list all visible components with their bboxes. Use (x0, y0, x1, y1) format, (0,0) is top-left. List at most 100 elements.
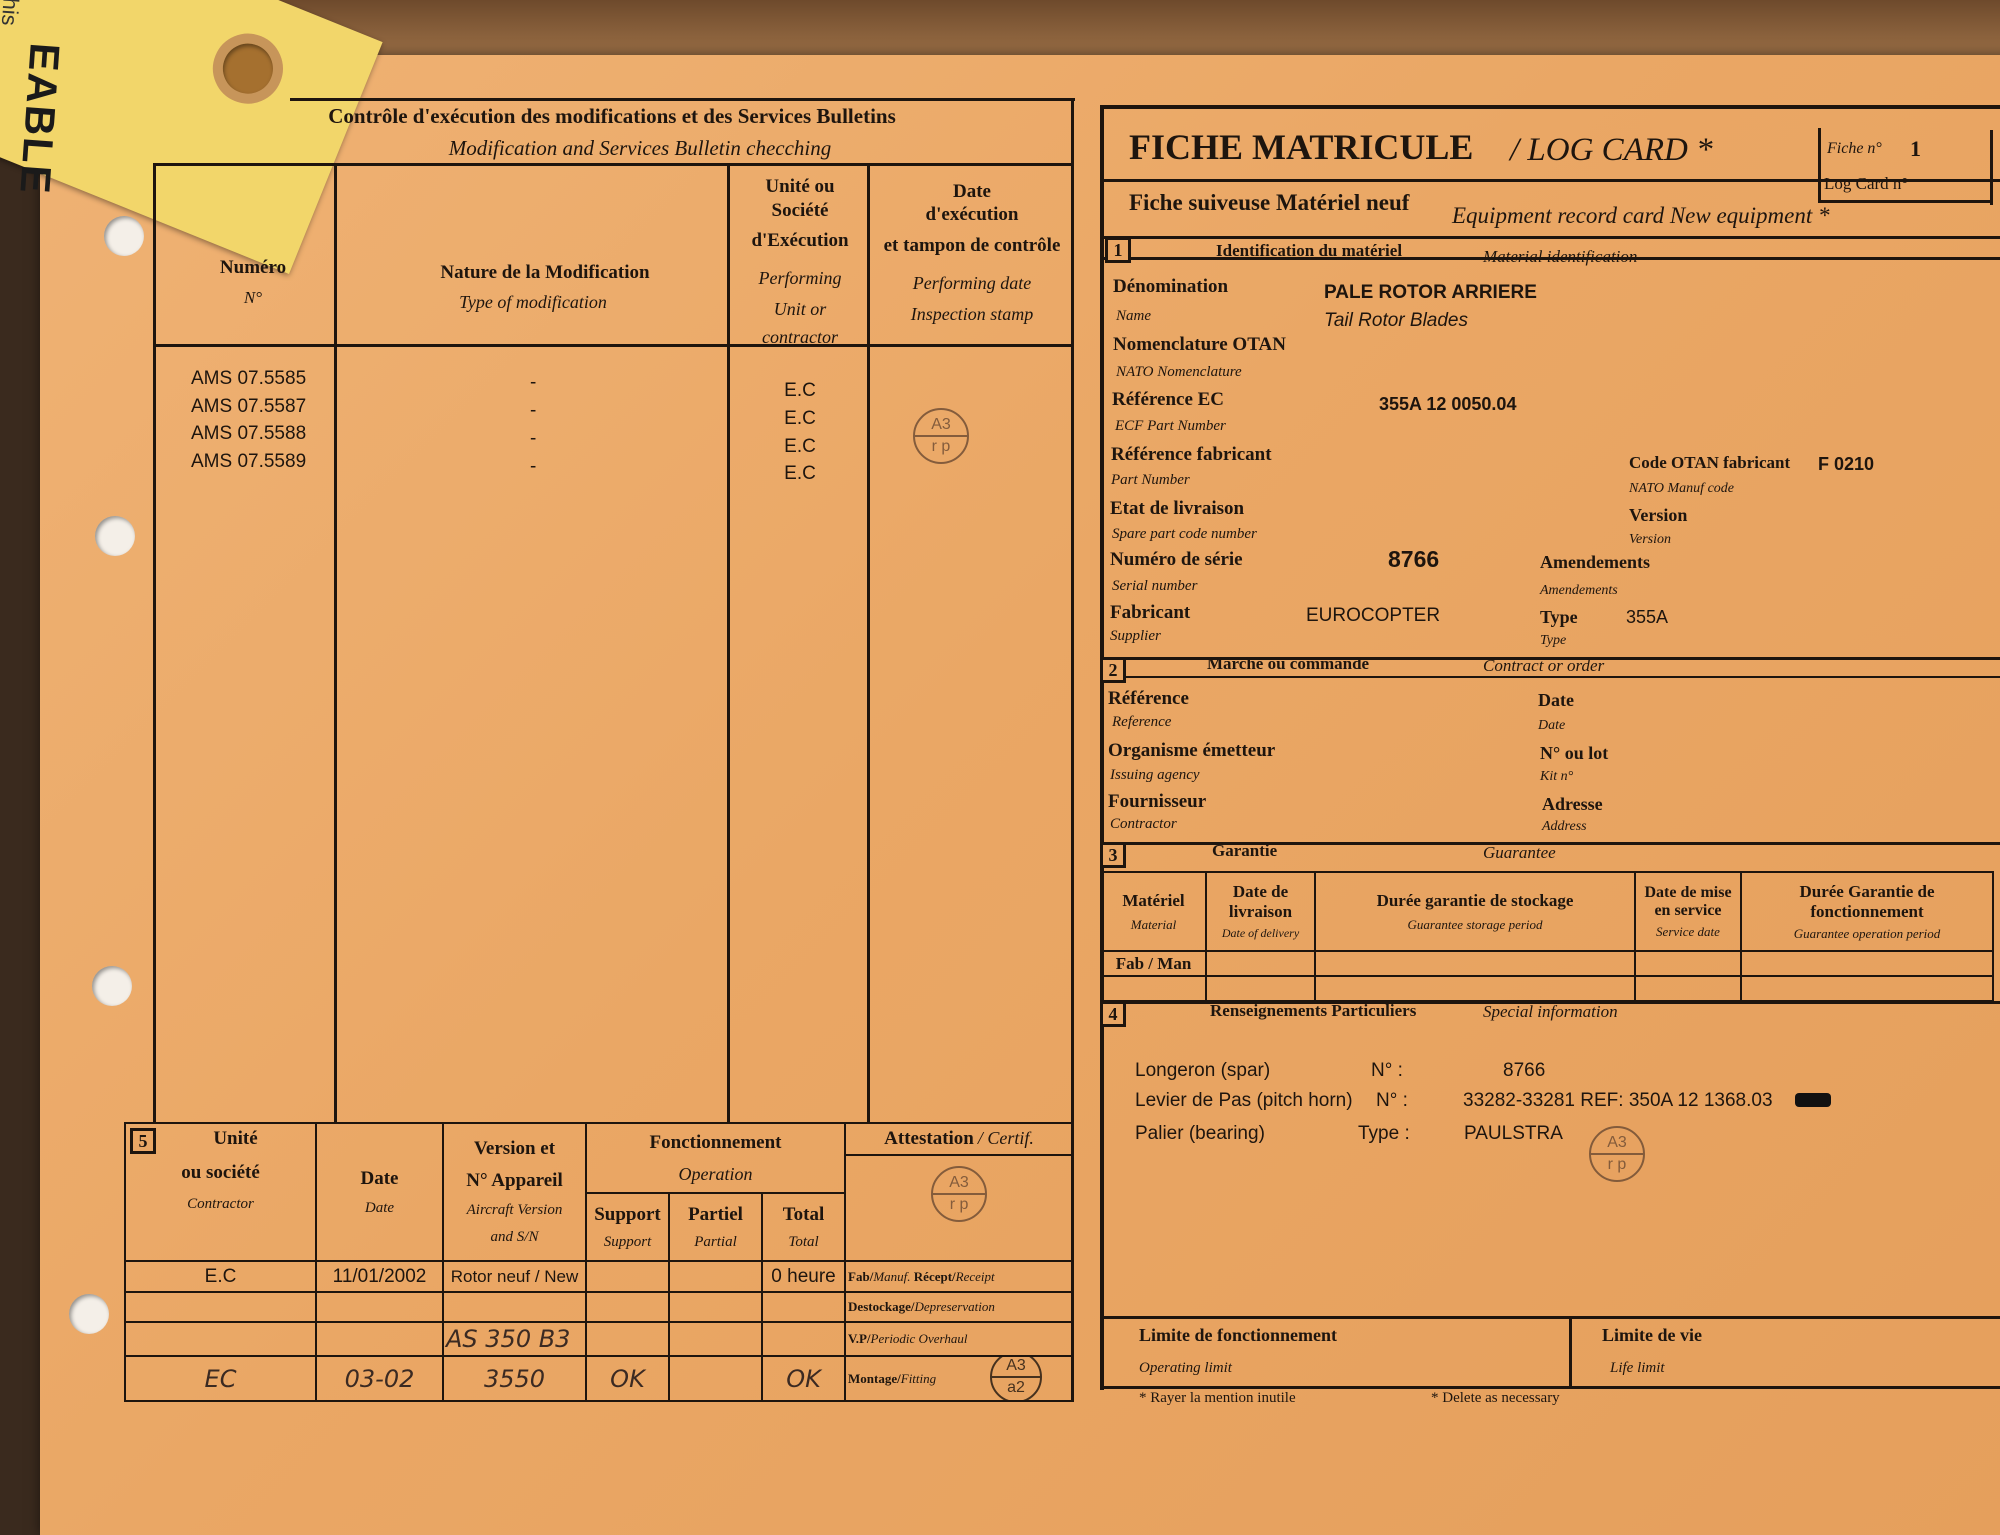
mod-unite: E.C (784, 408, 816, 429)
header-operation: Fonctionnement Operation (584, 1122, 847, 1194)
label-fournisseur: Fournisseur (1108, 791, 1207, 812)
mod-nature: - (530, 400, 537, 421)
label-fabricant: Fabricant (1110, 602, 1191, 623)
label-operating-limit-en: Operating limit (1139, 1360, 1232, 1376)
col-service-date: Date de mise en service Service date (1634, 871, 1742, 952)
value-name: Tail Rotor Blades (1324, 310, 1468, 331)
log-card-subtitle-en: Equipment record card New equipment * (1452, 203, 1830, 228)
fiche-number-label: Fiche n° (1827, 140, 1882, 157)
header-contractor: 5 Unité ou société Contractor (124, 1122, 317, 1262)
fiche-number-value: 1 (1910, 136, 1921, 161)
footnote-fr: * Rayer la mention inutile (1139, 1390, 1296, 1406)
label-issuing-agency: Issuing agency (1110, 767, 1200, 783)
section-number: 4 (1100, 1001, 1126, 1027)
section-1-title: Identification du matériel (1216, 241, 1403, 260)
header-unite-en: Unit or (773, 299, 827, 319)
label-part-number: Part Number (1111, 472, 1190, 488)
section-2-title-en: Contract or order (1483, 656, 1605, 675)
info-label: Levier de Pas (pitch horn) (1135, 1090, 1353, 1111)
guarantee-table: Matériel Material Date de livraison Date o… (1100, 871, 1994, 1002)
mod-number: AMS 07.5585 (191, 368, 307, 389)
mod-nature: - (530, 428, 537, 449)
label-name: Name (1116, 308, 1151, 324)
label-version-en: Version (1629, 532, 1671, 547)
col-delivery-date: Date de livraison Date of delivery (1205, 871, 1316, 952)
header-date: Date Date (315, 1122, 444, 1262)
header-version: Version et N° Appareil Aircraft Version and… (442, 1122, 587, 1262)
mod-nature: - (530, 372, 537, 393)
table-row: Destockage/Depreservation (124, 1291, 1075, 1323)
table-row: EC 03-02 3550 OK OK Montage/Fitting A3 a2 (124, 1355, 1075, 1402)
log-card-title-en: / LOG CARD * (1510, 132, 1713, 168)
label-supplier: Supplier (1110, 628, 1161, 644)
header-date: d'exécution (925, 204, 1019, 225)
form-title: Contrôle d'exécution des modifications e… (328, 104, 896, 128)
info-value: PAULSTRA (1464, 1123, 1563, 1144)
section-number: 2 (1100, 657, 1126, 683)
tag-text: EABLE (11, 41, 69, 197)
mod-unite: E.C (784, 436, 816, 457)
label-code-otan: Code OTAN fabricant (1629, 453, 1791, 472)
label-spare-part-code: Spare part code number (1112, 526, 1257, 542)
mod-nature: - (530, 456, 537, 477)
mod-unite: E.C (784, 380, 816, 401)
mod-number: AMS 07.5589 (191, 451, 307, 472)
binder-hole (69, 1294, 109, 1334)
col-material: Matériel Material (1100, 871, 1207, 952)
info-label: Palier (bearing) (1135, 1123, 1265, 1144)
info-key: Type : (1358, 1123, 1410, 1144)
section-2-title: Marché ou commande (1207, 654, 1370, 673)
section-5-table: 5 Unité ou société Contractor Date Date V… (124, 1122, 1075, 1402)
label-adresse: Adresse (1542, 794, 1603, 814)
label-version: Version (1629, 505, 1688, 525)
mod-unite: E.C (784, 463, 816, 484)
label-reference: Référence (1108, 688, 1189, 709)
value-denomination: PALE ROTOR ARRIERE (1324, 282, 1537, 303)
inspection-stamp: A3 r p (1589, 1126, 1645, 1182)
value-ref-ec: 355A 12 0050.04 (1379, 394, 1517, 414)
header-date-en: Performing date (912, 273, 1032, 293)
log-card-number-label: Log Card n° (1824, 174, 1909, 193)
header-numero: Numéro (219, 257, 287, 278)
header-numero-en: N° (243, 288, 263, 307)
label-contractor: Contractor (1110, 816, 1177, 832)
certification-stamp: A3 r p (931, 1166, 988, 1222)
fitting-stamp: A3 a2 (990, 1358, 1043, 1399)
header-total: Total Total (760, 1192, 847, 1262)
label-nato-nomenclature: NATO Nomenclature (1116, 364, 1242, 380)
table-row: E.C 11/01/2002 Rotor neuf / New 0 heure Fab… (124, 1260, 1075, 1293)
table-row: AS 350 B3 V.P/Periodic Overhaul (124, 1321, 1075, 1357)
label-organisme: Organisme émetteur (1108, 740, 1276, 761)
label-serial: Numéro de série (1110, 549, 1243, 570)
value-type: 355A (1626, 607, 1669, 627)
header-unite-en: Performing (758, 268, 842, 288)
label-nato-manuf-code: NATO Manuf code (1629, 481, 1734, 496)
label-reference-en: Reference (1112, 714, 1172, 730)
header-unite: Société (771, 200, 829, 221)
mod-number: AMS 07.5588 (191, 423, 307, 444)
label-operating-limit: Limite de fonctionnement (1139, 1325, 1337, 1345)
label-ecf-part-number: ECF Part Number (1115, 418, 1226, 434)
info-label: Longeron (spar) (1135, 1060, 1271, 1081)
tag-text-small: ed on this (0, 0, 28, 27)
section-3-title-en: Guarantee (1483, 843, 1556, 862)
value-fabricant: EUROCOPTER (1306, 605, 1441, 626)
value-serial: 8766 (1388, 546, 1440, 572)
label-nomenclature: Nomenclature OTAN (1113, 334, 1286, 355)
label-address: Address (1542, 819, 1587, 834)
section-number: 5 (130, 1128, 156, 1154)
log-card-subtitle: Fiche suiveuse Matériel neuf (1129, 190, 1410, 215)
header-date: Date (953, 181, 991, 202)
section-4-title: Renseignements Particuliers (1210, 1001, 1417, 1020)
label-etat-livraison: Etat de livraison (1110, 498, 1245, 519)
binder-hole (92, 966, 132, 1006)
section-number: 3 (1100, 842, 1126, 868)
header-attestation: Attestation / Certif. A3 r p (844, 1122, 1075, 1262)
header-date-en: Inspection stamp (910, 304, 1034, 324)
section-3-title: Garantie (1212, 841, 1278, 860)
info-key: N° : (1371, 1060, 1403, 1081)
binder-hole (104, 216, 144, 256)
header-support: Support Support (585, 1192, 670, 1262)
header-nature-en: Type of modification (459, 292, 607, 312)
label-kit: Kit n° (1540, 769, 1574, 784)
